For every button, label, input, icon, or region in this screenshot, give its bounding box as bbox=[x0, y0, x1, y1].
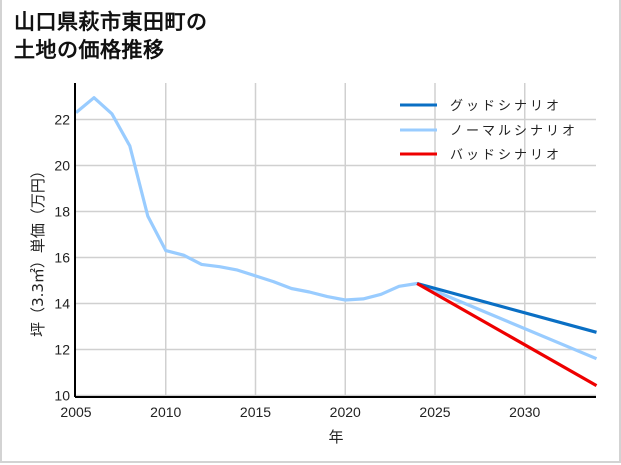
x-tick-label: 2015 bbox=[240, 404, 271, 420]
x-tick-label: 2010 bbox=[150, 404, 181, 420]
title-line-2: 土地の価格推移 bbox=[14, 38, 165, 62]
chart-title: 山口県萩市東田町の 土地の価格推移 bbox=[14, 8, 208, 64]
y-tick-label: 10 bbox=[54, 388, 70, 404]
title-line-1: 山口県萩市東田町の bbox=[14, 10, 208, 34]
legend-label: ノーマルシナリオ bbox=[450, 124, 578, 139]
x-axis-label: 年 bbox=[328, 428, 343, 446]
series-line bbox=[416, 282, 598, 387]
y-tick-label: 14 bbox=[54, 296, 70, 312]
x-tick-label: 2020 bbox=[330, 404, 361, 420]
y-tick-label: 22 bbox=[54, 112, 70, 128]
x-tick-label: 2030 bbox=[509, 404, 540, 420]
axes bbox=[74, 83, 596, 398]
series-line bbox=[416, 281, 597, 334]
y-axis-label: 坪（3.3㎡）単価（万円） bbox=[29, 163, 47, 337]
series-lines bbox=[74, 96, 598, 387]
y-tick-label: 18 bbox=[54, 204, 70, 220]
y-axis-ticks: 10 12 14 16 18 20 22 bbox=[54, 112, 70, 404]
legend-label: バッドシナリオ bbox=[450, 148, 562, 163]
legend-label: グッドシナリオ bbox=[450, 99, 562, 114]
y-tick-label: 16 bbox=[54, 250, 70, 266]
y-tick-label: 20 bbox=[54, 158, 70, 174]
x-tick-label: 2025 bbox=[419, 404, 450, 420]
series-line bbox=[74, 96, 598, 361]
x-axis-ticks: 2005 2010 2015 2020 2025 2030 bbox=[60, 404, 540, 420]
x-tick-label: 2005 bbox=[60, 404, 91, 420]
y-tick-label: 12 bbox=[54, 342, 70, 358]
